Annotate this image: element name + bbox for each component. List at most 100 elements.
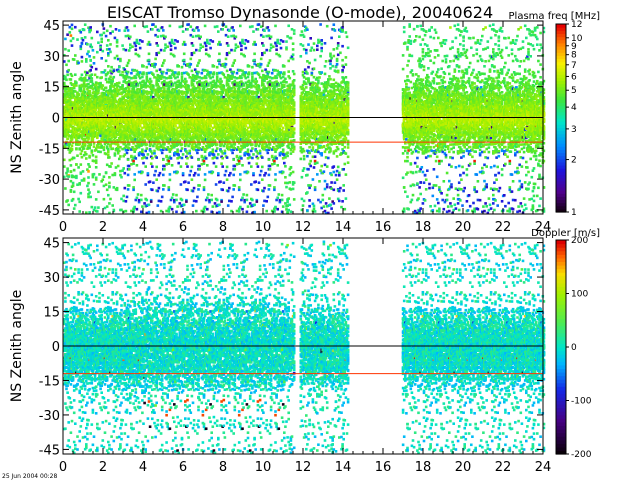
data-cell: [94, 74, 97, 77]
data-cell: [89, 196, 92, 199]
data-cell: [71, 75, 74, 78]
data-cell: [84, 23, 87, 26]
data-cell: [80, 163, 83, 166]
data-cell: [93, 56, 96, 59]
data-cell: [71, 144, 74, 147]
data-cell: [71, 24, 74, 27]
data-cell: [83, 147, 86, 150]
data-cell: [73, 207, 76, 210]
data-cell: [84, 77, 87, 80]
data-cell: [91, 149, 94, 152]
data-cell: [78, 210, 81, 213]
data-cell: [74, 204, 77, 207]
data-cell: [81, 60, 84, 63]
data-cell: [75, 175, 78, 178]
data-cell: [83, 179, 86, 182]
data-cell: [65, 79, 68, 82]
data-cell: [88, 91, 91, 94]
data-cell: [89, 69, 92, 72]
data-cell: [91, 37, 94, 40]
data-points: [63, 23, 545, 214]
data-cell: [74, 73, 77, 76]
data-cell: [81, 42, 84, 45]
data-cell: [93, 173, 96, 176]
data-cell: [87, 188, 90, 191]
data-cell: [70, 164, 73, 167]
data-cell: [91, 80, 94, 83]
data-cell: [72, 184, 75, 187]
data-cell: [67, 69, 70, 72]
data-cell: [66, 199, 69, 202]
data-cell: [74, 54, 77, 57]
data-cell: [93, 183, 96, 186]
data-cell: [70, 34, 73, 37]
data-cell: [77, 93, 80, 96]
data-cell: [91, 66, 94, 69]
data-cell: [87, 170, 90, 173]
data-cell: [66, 33, 69, 36]
data-cell: [64, 76, 67, 79]
data-cell: [64, 48, 67, 51]
data-cell: [85, 153, 88, 156]
data-cell: [67, 60, 70, 63]
data-cell: [89, 43, 92, 46]
data-cell: [91, 77, 94, 80]
data-cell: [64, 187, 67, 190]
data-cell: [66, 138, 69, 141]
data-cell: [73, 169, 76, 172]
data-cell: [67, 204, 70, 207]
data-cell: [67, 49, 70, 52]
data-cell: [70, 189, 73, 192]
data-cell: [70, 170, 73, 173]
data-cell: [80, 48, 83, 51]
data-cell: [80, 45, 83, 48]
data-cell: [80, 153, 83, 156]
data-cell: [80, 192, 83, 195]
data-cell: [91, 206, 94, 209]
data-cell: [70, 78, 73, 81]
data-cell: [83, 29, 86, 32]
data-cell: [72, 37, 75, 40]
data-cell: [88, 165, 91, 168]
data-cell: [92, 49, 95, 52]
data-cell: [70, 40, 73, 43]
data-cell: [87, 50, 90, 53]
data-cell: [77, 198, 80, 201]
data-cell: [65, 64, 68, 67]
data-cell: [92, 139, 95, 142]
data-cell: [75, 81, 78, 84]
data-cell: [85, 58, 88, 61]
data-cell: [89, 59, 92, 62]
data-cell: [89, 144, 92, 147]
data-cell: [78, 183, 81, 186]
data-cell: [77, 62, 80, 65]
data-cell: [82, 170, 85, 173]
data-cell: [66, 167, 69, 170]
data-cell: [87, 182, 90, 185]
data-cell: [71, 148, 74, 151]
data-cell: [91, 73, 94, 76]
data-cell: [76, 38, 79, 41]
data-cell: [87, 163, 90, 166]
data-cell: [89, 26, 92, 29]
data-cell: [64, 38, 67, 41]
data-cell: [89, 29, 92, 32]
data-cell: [69, 31, 72, 34]
data-cell: [78, 143, 81, 146]
data-cell: [75, 84, 78, 87]
data-cell: [88, 211, 91, 214]
data-cell: [86, 43, 89, 46]
data-cell: [72, 182, 75, 185]
data-cell: [86, 53, 89, 56]
data-cell: [74, 26, 77, 29]
data-cell: [77, 166, 80, 169]
data-cell: [78, 201, 81, 204]
data-cell: [87, 176, 90, 179]
data-cell: [92, 176, 95, 179]
data-cell: [81, 56, 84, 59]
data-cell: [73, 191, 76, 194]
data-cell: [84, 36, 87, 39]
data-cell: [86, 185, 89, 188]
data-cell: [66, 170, 69, 173]
panel-top: 0 2 4 6 8 10 12 14 16 18 20 22 24-45-30-150153045NS …: [9, 11, 600, 235]
